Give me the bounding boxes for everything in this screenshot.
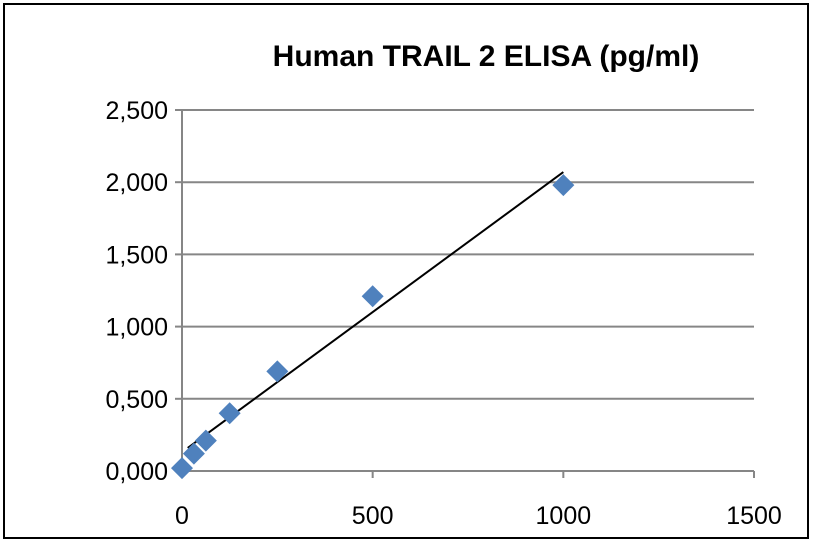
trendline-group	[187, 171, 564, 449]
y-tick-label: 2,500	[105, 97, 168, 125]
y-tick-label: 2,000	[105, 169, 168, 197]
y-tick-label: 1,000	[105, 314, 168, 342]
x-tick-labels: 0 500 1000 1500	[175, 502, 782, 530]
axes	[175, 109, 755, 478]
data-point-diamond	[218, 402, 241, 425]
data-point-diamond	[552, 174, 575, 197]
y-tick-label: 0,000	[105, 458, 168, 486]
chart-title: Human TRAIL 2 ELISA (pg/ml)	[273, 40, 700, 73]
y-tick-labels: 0,000 0,500 1,000 1,500 2,000 2,500	[105, 97, 168, 486]
trendline	[187, 171, 564, 449]
x-tick-label: 1500	[726, 502, 782, 530]
data-point-diamond	[361, 285, 384, 308]
x-tick-label: 1000	[536, 502, 592, 530]
x-tick-label: 0	[175, 502, 189, 530]
chart-border	[3, 3, 809, 539]
data-point-diamond	[194, 429, 217, 452]
y-tick-label: 1,500	[105, 241, 168, 269]
data-point-diamond	[171, 457, 193, 480]
x-tick-label: 500	[352, 502, 394, 530]
data-point-diamond	[182, 442, 205, 465]
grid-lines	[182, 109, 754, 400]
y-tick-label: 0,500	[105, 386, 168, 414]
data-points	[171, 174, 575, 480]
data-point-diamond	[266, 360, 289, 383]
